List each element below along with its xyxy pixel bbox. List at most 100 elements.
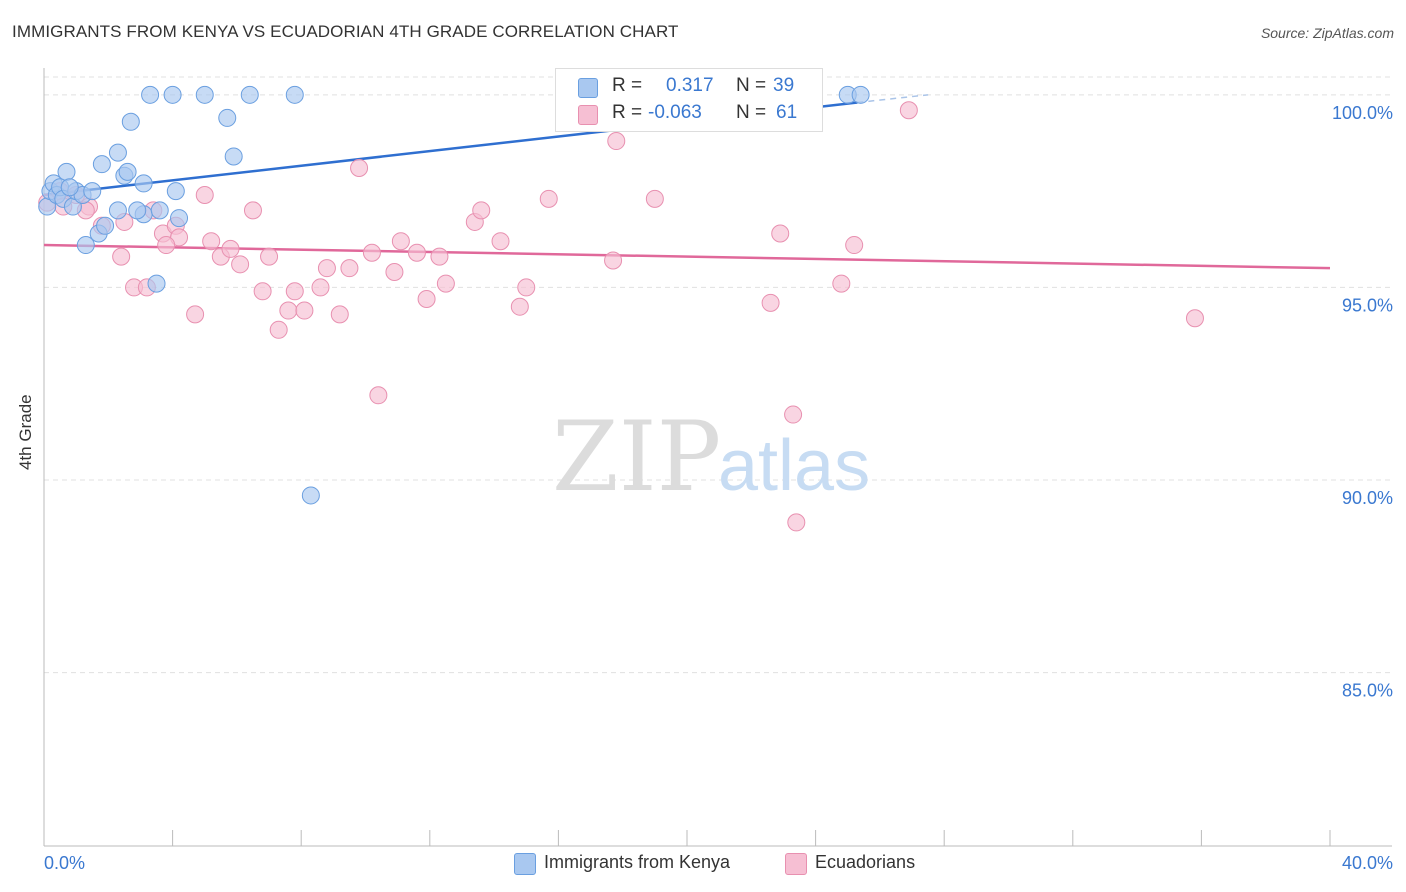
kenya-point-27 <box>163 85 182 104</box>
kenya-point-22 <box>147 274 166 293</box>
ecuadorian-point-35 <box>407 243 426 262</box>
kenya-point-6 <box>57 162 76 181</box>
legend-kenya-label: Immigrants from Kenya <box>544 852 731 872</box>
ecuadorian-point-22 <box>269 320 288 339</box>
x-tick-label-min: 0.0% <box>44 853 85 873</box>
y-tick-label-90: 90.0% <box>1342 488 1393 508</box>
ecuadorian-point-27 <box>317 259 336 278</box>
ecuadorian-point-45 <box>604 251 623 270</box>
kenya-point-21 <box>128 201 147 220</box>
kenya-point-29 <box>218 108 237 127</box>
ecuadorian-point-20 <box>253 282 272 301</box>
ecuadorian-point-40 <box>472 201 491 220</box>
kenya-point-23 <box>150 201 169 220</box>
grid-lines <box>44 76 1392 674</box>
kenya-point-38 <box>60 178 79 197</box>
ecuadorian-point-42 <box>510 297 529 316</box>
ecuadorians-r-value: -0.063 <box>648 102 702 123</box>
ecuadorians-r-label: R = <box>612 102 643 123</box>
kenya-trend-extension <box>857 94 929 104</box>
kenya-point-15 <box>108 143 127 162</box>
kenya-point-24 <box>166 182 185 201</box>
kenya-r-label: R = <box>612 75 643 96</box>
ecuadorians-swatch <box>578 105 598 125</box>
ecuadorian-point-36 <box>417 289 436 308</box>
kenya-point-18 <box>121 112 140 131</box>
ecuadorian-point-28 <box>330 305 349 324</box>
kenya-point-10 <box>76 236 95 255</box>
tick-labels: 100.0% 95.0% 90.0% 85.0% 0.0% 40.0% <box>44 103 1393 873</box>
ecuadorian-point-21 <box>260 247 279 266</box>
kenya-point-25 <box>170 209 189 228</box>
ecuadorian-point-25 <box>295 301 314 320</box>
kenya-point-30 <box>224 147 243 166</box>
x-tick-label-max: 40.0% <box>1342 853 1393 873</box>
ecuadorian-point-44 <box>539 189 558 208</box>
kenya-point-17 <box>118 162 137 181</box>
ecuadorian-point-32 <box>369 386 388 405</box>
watermark-atlas: atlas <box>718 426 870 506</box>
ecuadorian-point-54 <box>832 274 851 293</box>
ecuadorian-point-31 <box>362 243 381 262</box>
ecuadorian-point-17 <box>221 239 240 258</box>
ecuadorian-point-60 <box>157 236 176 255</box>
data-points <box>38 85 1204 532</box>
kenya-n-value: 39 <box>773 75 795 96</box>
legend-kenya-swatch <box>514 853 536 875</box>
y-tick-label-85: 85.0% <box>1342 681 1393 701</box>
kenya-point-31 <box>240 85 259 104</box>
kenya-point-33 <box>301 486 320 505</box>
legend-ecuadorians-label: Ecuadorians <box>815 852 916 872</box>
kenya-r-value: 0.317 <box>666 75 714 96</box>
ecuadorian-point-15 <box>202 232 221 251</box>
kenya-point-14 <box>108 201 127 220</box>
ecuadorian-point-38 <box>436 274 455 293</box>
ecuadorian-point-34 <box>391 232 410 251</box>
ecuadorian-trend-line <box>43 243 1331 270</box>
kenya-point-26 <box>141 85 160 104</box>
ecuadorian-point-57 <box>1185 309 1204 328</box>
ecuadorian-point-26 <box>311 278 330 297</box>
ecuadorian-point-48 <box>645 189 664 208</box>
kenya-point-32 <box>285 85 304 104</box>
ecuadorian-point-55 <box>845 236 864 255</box>
ecuadorian-point-19 <box>243 201 262 220</box>
ecuadorian-point-5 <box>112 247 131 266</box>
ecuadorian-point-30 <box>350 159 369 178</box>
source-label: Source: ZipAtlas.com <box>1260 25 1394 41</box>
stats-legend: R = 0.317 N = 39 R = -0.063 N = 61 <box>555 68 823 132</box>
ecuadorian-point-46 <box>607 132 626 151</box>
ecuadorian-point-51 <box>771 224 790 243</box>
ecuadorian-point-23 <box>279 301 298 320</box>
kenya-point-20 <box>134 174 153 193</box>
kenya-point-37 <box>96 216 115 235</box>
ecuadorian-point-29 <box>340 259 359 278</box>
ecuadorian-point-33 <box>385 263 404 282</box>
ecuadorians-n-value: 61 <box>776 102 798 123</box>
ecuadorian-point-24 <box>285 282 304 301</box>
ecuadorian-point-56 <box>899 101 918 120</box>
ecuadorians-n-label: N = <box>736 102 767 123</box>
watermark-zip: ZIP <box>552 401 721 513</box>
ecuadorian-point-43 <box>517 278 536 297</box>
ecuadorian-point-52 <box>784 405 803 424</box>
ecuadorian-point-13 <box>186 305 205 324</box>
ecuadorian-point-14 <box>195 185 214 204</box>
kenya-point-28 <box>195 85 214 104</box>
kenya-point-13 <box>92 155 111 174</box>
ecuadorian-point-41 <box>491 232 510 251</box>
legend-ecuadorians-swatch <box>785 853 807 875</box>
ecuadorian-point-53 <box>787 513 806 532</box>
watermark: ZIP atlas <box>552 401 870 513</box>
kenya-point-11 <box>83 182 102 201</box>
kenya-n-label: N = <box>736 75 767 96</box>
ecuadorian-point-37 <box>430 247 449 266</box>
y-tick-label-95: 95.0% <box>1342 295 1393 315</box>
kenya-point-36 <box>851 85 870 104</box>
chart-title: IMMIGRANTS FROM KENYA VS ECUADORIAN 4TH … <box>12 22 679 41</box>
kenya-swatch <box>578 78 598 98</box>
ecuadorian-point-50 <box>761 293 780 312</box>
ecuadorian-point-18 <box>231 255 250 274</box>
y-tick-label-100: 100.0% <box>1332 103 1393 123</box>
